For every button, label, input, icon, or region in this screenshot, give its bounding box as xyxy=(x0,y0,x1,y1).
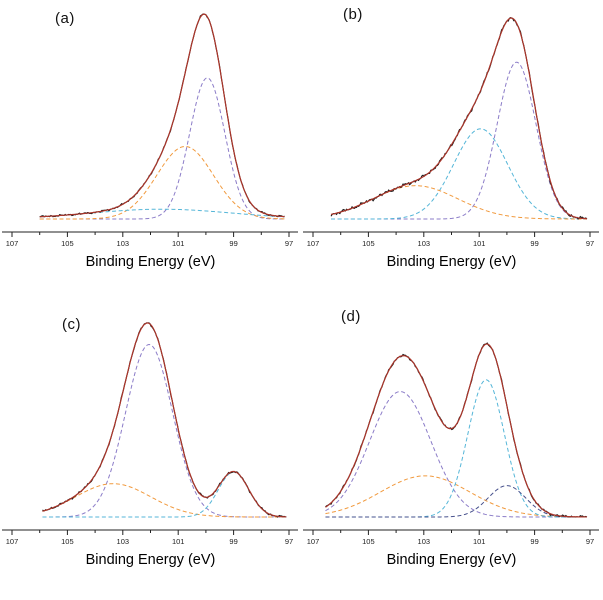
component-3-curve xyxy=(39,208,285,218)
raw-data-curve xyxy=(39,13,285,218)
spectrum-plot-b: 97 99 101 103 105 107 xyxy=(303,17,599,248)
x-axis-tick-label: 97 xyxy=(285,239,293,248)
raw-data-curve xyxy=(325,342,588,518)
x-axis-tick-label: 99 xyxy=(229,239,237,248)
x-axis-title-d: Binding Energy (eV) xyxy=(386,552,517,568)
x-axis-tick-label: 103 xyxy=(418,239,431,248)
component-2-curve xyxy=(42,483,287,518)
x-axis-tick-label: 105 xyxy=(61,537,74,546)
x-axis-tick-label: 101 xyxy=(473,239,486,248)
x-axis-tick-label: 97 xyxy=(586,239,594,248)
x-axis-tick-label: 107 xyxy=(307,239,320,248)
spectrum-plot-c: 97 99 101 103 105 107 xyxy=(2,322,298,546)
component-1-curve xyxy=(331,61,587,220)
panel-c: (c) 97 99 101 103 105 107 Binding Energy (eV) xyxy=(0,300,301,600)
x-axis-tick-label: 103 xyxy=(117,537,130,546)
x-axis-tick-label: 105 xyxy=(61,239,74,248)
panel-d-label: (d) xyxy=(341,308,361,325)
x-axis-tick-label: 107 xyxy=(6,239,19,248)
fit-envelope-curve xyxy=(325,343,587,518)
panel-b: (b) 97 99 101 103 105 107 Binding Energy (eV) xyxy=(301,2,602,290)
x-axis-tick-label: 105 xyxy=(362,537,375,546)
component-2-curve xyxy=(39,145,285,220)
x-axis-title-b: Binding Energy (eV) xyxy=(386,254,517,270)
x-axis-tick-label: 99 xyxy=(530,239,538,248)
x-axis-tick-label: 101 xyxy=(172,537,185,546)
panel-d: (d) 97 99 101 103 105 107 Binding Energy (eV) xyxy=(301,300,602,600)
x-axis-tick-label: 97 xyxy=(586,537,594,546)
fit-envelope-curve xyxy=(42,322,287,518)
fit-envelope-curve xyxy=(330,17,587,220)
x-axis-tick-label: 103 xyxy=(418,537,431,546)
component-3-curve xyxy=(42,471,287,518)
component-1-curve xyxy=(325,391,587,518)
panel-a: (a) 97 99 101 103 105 107 Binding Energy (eV) xyxy=(0,2,301,290)
fit-envelope-curve xyxy=(39,13,285,218)
panel-c-label: (c) xyxy=(62,316,81,333)
x-axis-title-a: Binding Energy (eV) xyxy=(85,254,216,270)
panel-b-label: (b) xyxy=(343,6,363,23)
x-axis-tick-label: 99 xyxy=(229,537,237,546)
x-axis-tick-label: 99 xyxy=(530,537,538,546)
x-axis-tick-label: 107 xyxy=(307,537,320,546)
x-axis-tick-label: 97 xyxy=(285,537,293,546)
x-axis-title-c: Binding Energy (eV) xyxy=(85,552,216,568)
component-4-curve xyxy=(325,485,587,518)
component-2-curve xyxy=(325,475,587,518)
spectrum-plot-d: 97 99 101 103 105 107 xyxy=(303,342,599,546)
raw-data-curve xyxy=(42,322,287,518)
component-2-curve xyxy=(331,128,587,220)
raw-data-curve xyxy=(330,17,588,220)
x-axis-tick-label: 105 xyxy=(362,239,375,248)
component-3-curve xyxy=(325,379,587,518)
component-3-curve xyxy=(330,185,587,220)
x-axis-tick-label: 103 xyxy=(117,239,130,248)
x-axis-tick-label: 101 xyxy=(172,239,185,248)
x-axis-tick-label: 107 xyxy=(6,537,19,546)
panel-a-label: (a) xyxy=(55,10,75,27)
spectrum-plot-a: 97 99 101 103 105 107 xyxy=(2,13,298,248)
x-axis-tick-label: 101 xyxy=(473,537,486,546)
